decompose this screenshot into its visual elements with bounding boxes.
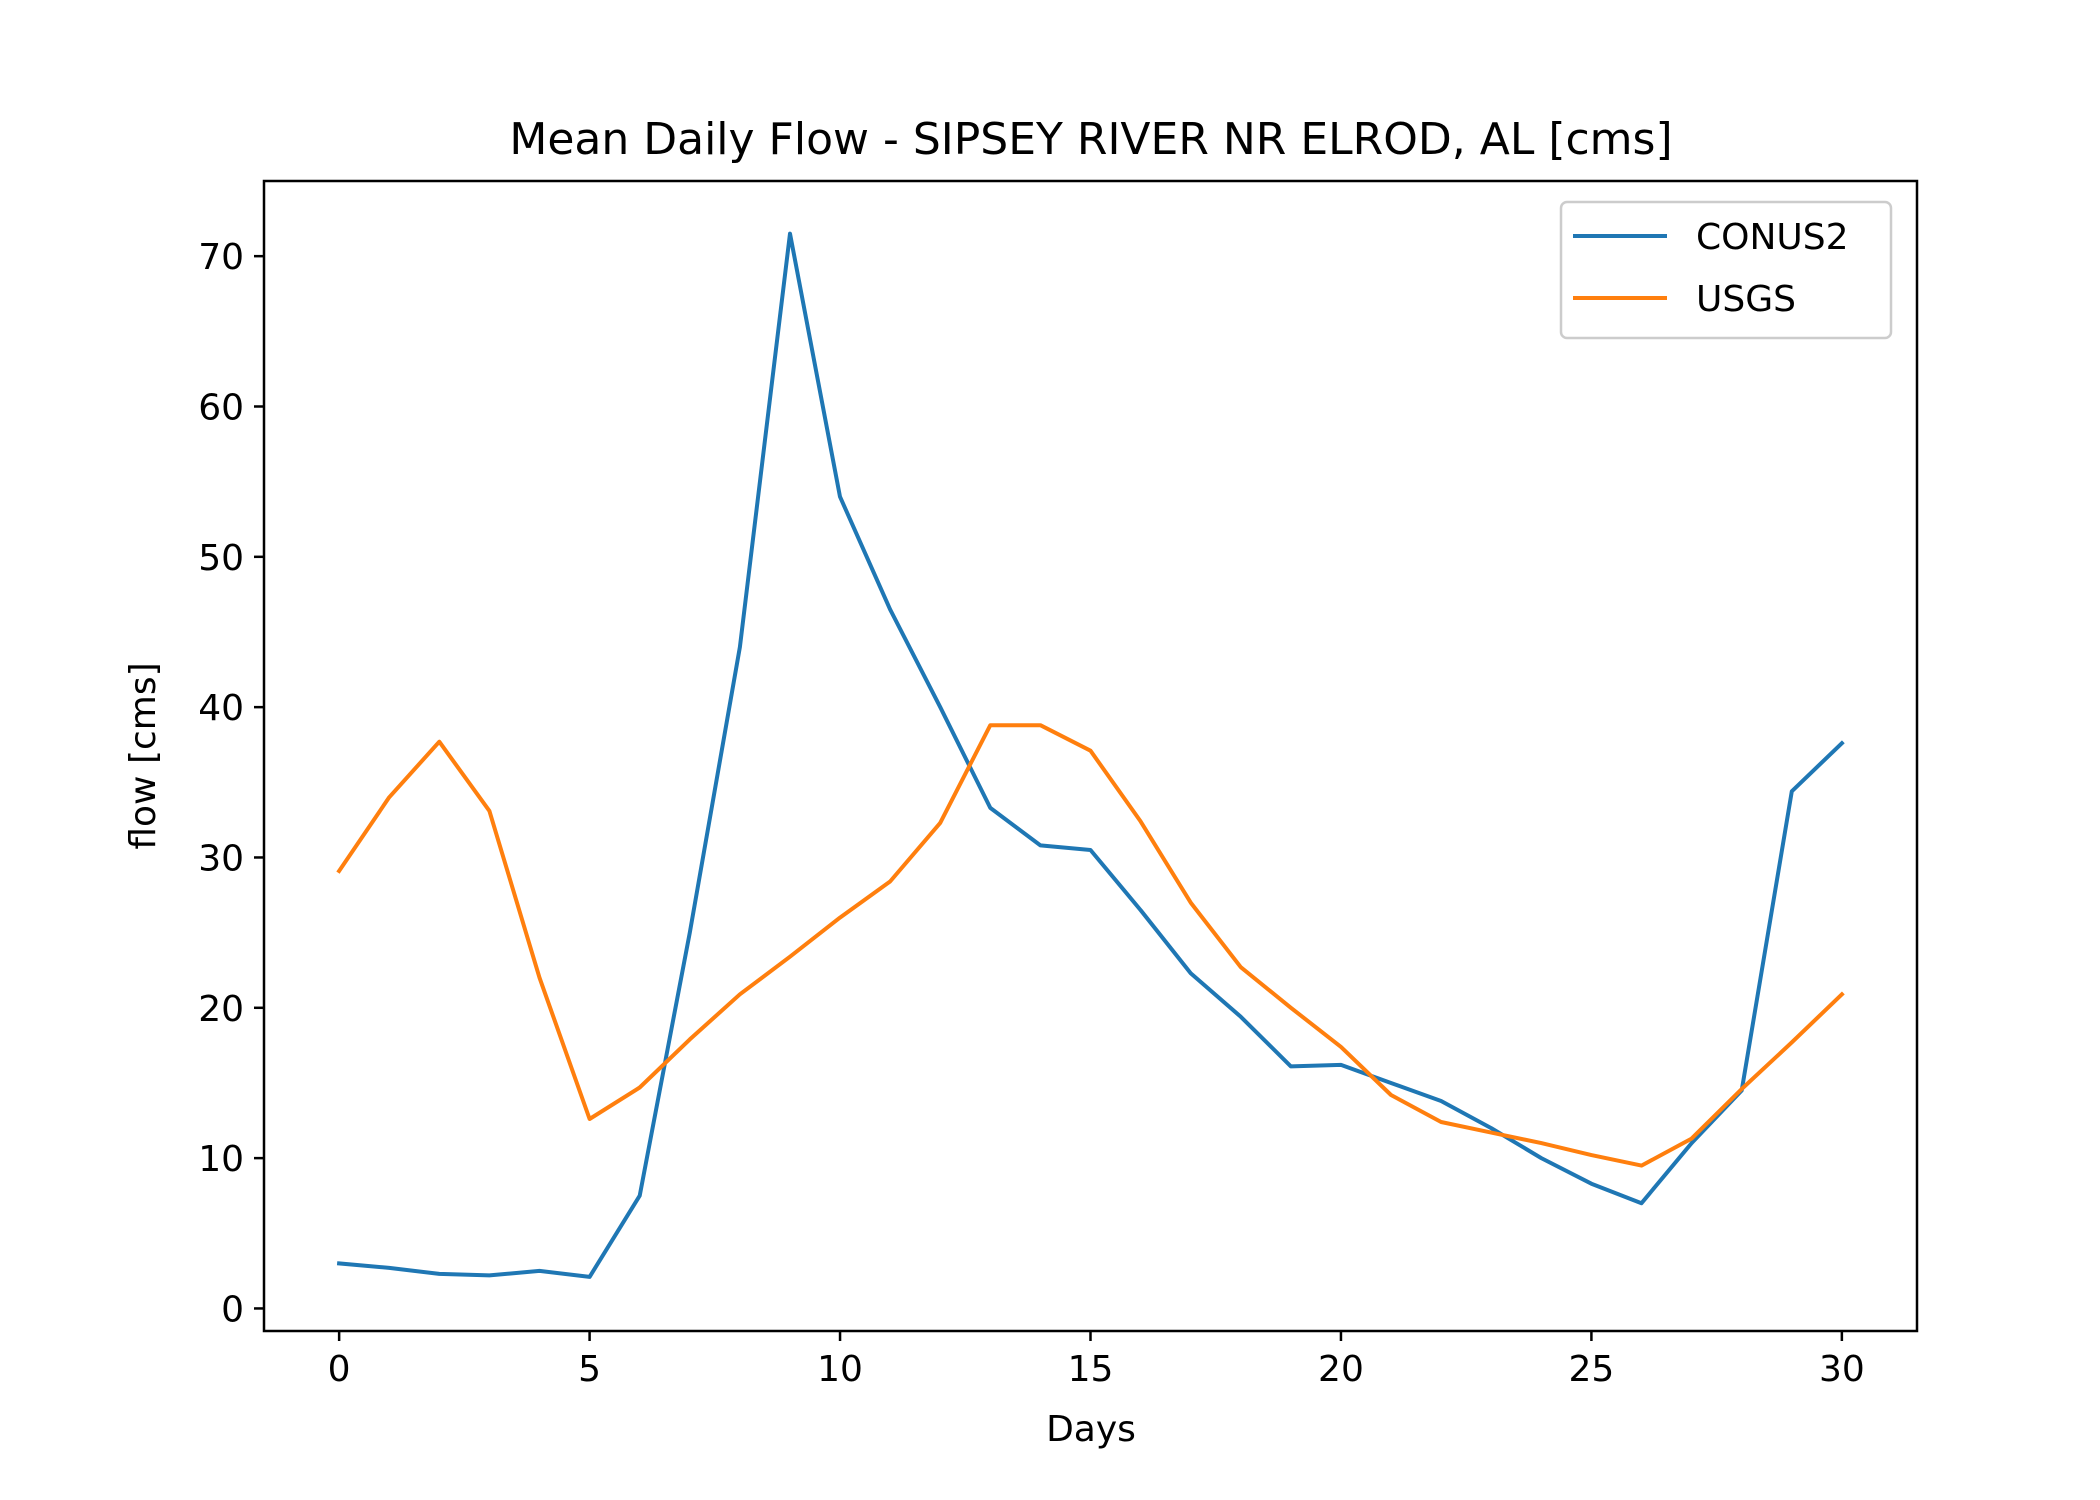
x-tick-label: 10 — [817, 1349, 863, 1390]
y-tick-label: 30 — [198, 838, 244, 879]
legend-label-conus2: CONUS2 — [1696, 217, 1849, 258]
y-axis: 0 10 20 30 40 50 60 70 — [198, 237, 264, 1330]
x-tick-label: 15 — [1068, 1349, 1114, 1390]
y-tick-label: 70 — [198, 237, 244, 278]
legend: CONUS2 USGS — [1559, 200, 1893, 340]
y-axis-label: flow [cms] — [123, 662, 164, 849]
y-tick-label: 10 — [198, 1139, 244, 1180]
x-tick-label: 20 — [1318, 1349, 1364, 1390]
x-tick-label: 30 — [1819, 1349, 1865, 1390]
x-axis-label: Days — [1046, 1409, 1136, 1450]
x-tick-label: 0 — [328, 1349, 351, 1390]
x-tick-label: 25 — [1569, 1349, 1615, 1390]
legend-label-usgs: USGS — [1696, 279, 1796, 320]
chart-title: Mean Daily Flow - SIPSEY RIVER NR ELROD,… — [509, 114, 1672, 165]
x-axis: 0 5 10 15 20 25 30 — [328, 1331, 1865, 1390]
series-line-usgs — [336, 723, 1845, 1168]
y-tick-label: 0 — [221, 1289, 244, 1330]
x-tick-label: 5 — [578, 1349, 601, 1390]
y-tick-label: 20 — [198, 989, 244, 1030]
y-tick-label: 60 — [198, 387, 244, 428]
series-line-conus2 — [336, 231, 1845, 1279]
y-tick-label: 40 — [198, 688, 244, 729]
y-tick-label: 50 — [198, 538, 244, 579]
